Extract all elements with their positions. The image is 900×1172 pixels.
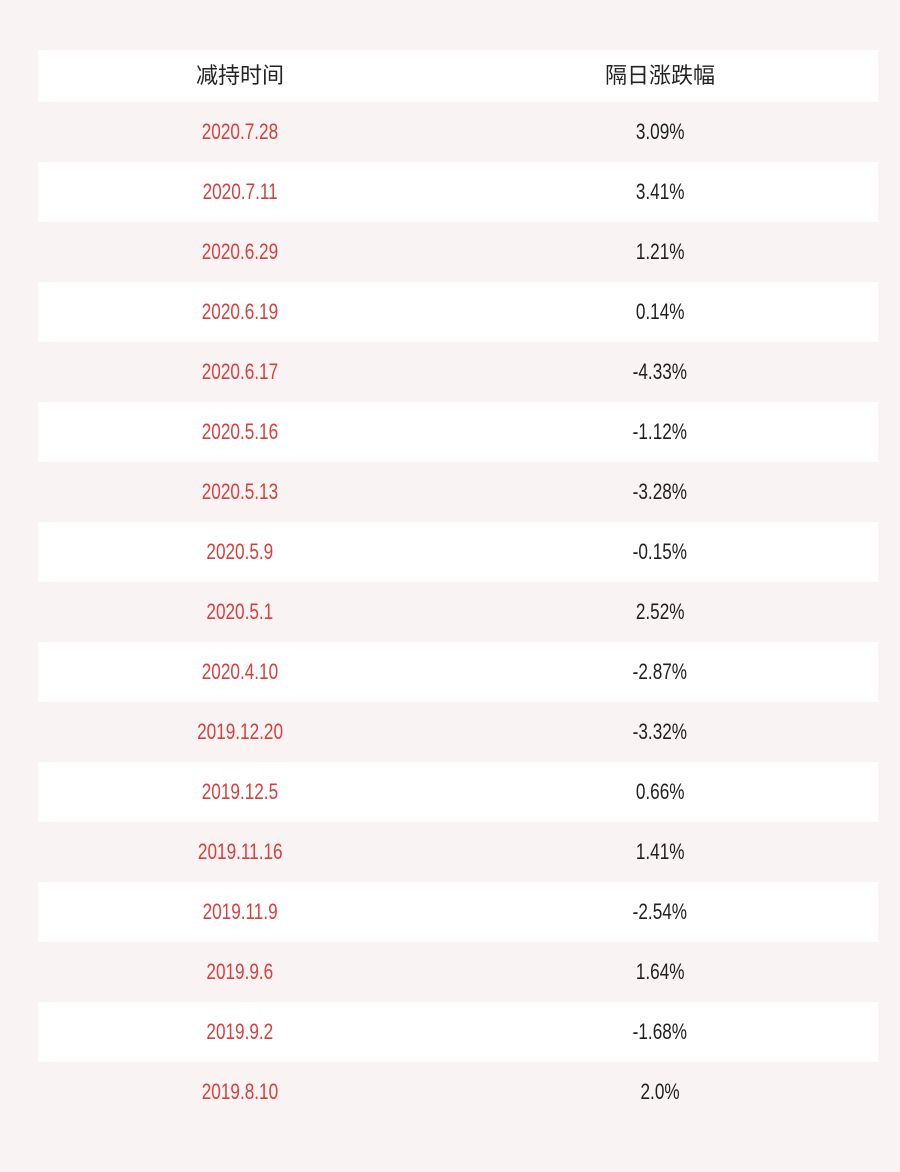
- table-row: 2019.12.5 0.66%: [38, 762, 878, 822]
- next-day-change-value: 1.64%: [635, 959, 685, 984]
- reduction-date-cell: 2020.5.1: [30, 582, 450, 642]
- reduction-date-cell: 2020.7.11: [30, 162, 450, 222]
- reduction-date-cell: 2019.9.2: [30, 1002, 450, 1062]
- table-row: 2020.6.17 -4.33%: [38, 342, 878, 402]
- next-day-change-cell: -1.68%: [450, 1002, 870, 1062]
- next-day-change-value: 2.52%: [635, 599, 685, 624]
- reduction-date-value: 2019.12.5: [201, 779, 279, 804]
- reduction-date-value: 2020.7.28: [201, 119, 279, 144]
- table-row: 2019.11.9 -2.54%: [38, 882, 878, 942]
- next-day-change-cell: -4.33%: [450, 342, 870, 402]
- next-day-change-cell: 0.66%: [450, 762, 870, 822]
- next-day-change-cell: -0.15%: [450, 522, 870, 582]
- table-row: 2020.5.16 -1.12%: [38, 402, 878, 462]
- reduction-date-value: 2019.9.6: [206, 959, 274, 984]
- table-row: 2020.5.1 2.52%: [38, 582, 878, 642]
- next-day-change-cell: 2.52%: [450, 582, 870, 642]
- reduction-date-value: 2020.4.10: [201, 659, 279, 684]
- reduction-date-value: 2019.9.2: [206, 1019, 274, 1044]
- next-day-change-cell: 2.0%: [450, 1062, 870, 1122]
- reduction-date-cell: 2019.9.6: [30, 942, 450, 1002]
- table-row: 2020.7.28 3.09%: [38, 102, 878, 162]
- reduction-date-cell: 2020.6.19: [30, 282, 450, 342]
- next-day-change-cell: -3.32%: [450, 702, 870, 762]
- table-row: 2020.5.13 -3.28%: [38, 462, 878, 522]
- next-day-change-value: -2.54%: [632, 899, 688, 924]
- reduction-date-value: 2019.11.9: [202, 899, 278, 924]
- reduction-date-value: 2020.5.1: [206, 599, 274, 624]
- next-day-change-value: 2.0%: [640, 1079, 680, 1104]
- table-row: 2019.9.2 -1.68%: [38, 1002, 878, 1062]
- table-header-row: 减持时间 隔日涨跌幅: [38, 50, 878, 102]
- table-row: 2019.12.20 -3.32%: [38, 702, 878, 762]
- next-day-change-value: 0.66%: [635, 779, 685, 804]
- reduction-date-value: 2020.7.11: [202, 179, 278, 204]
- next-day-change-value: -1.12%: [632, 419, 688, 444]
- header-cell-next-day-change: 隔日涨跌幅: [604, 63, 715, 88]
- reduction-date-cell: 2020.6.17: [30, 342, 450, 402]
- reduction-date-value: 2019.11.16: [197, 839, 283, 864]
- table-body: 2020.7.28 3.09% 2020.7.11 3.41% 2020.6.2…: [38, 102, 878, 1122]
- table-row: 2020.4.10 -2.87%: [38, 642, 878, 702]
- reduction-date-value: 2020.6.17: [201, 359, 279, 384]
- next-day-change-cell: 1.64%: [450, 942, 870, 1002]
- header-cell-reduction-time: 减持时间: [195, 63, 284, 88]
- table-row: 2020.6.19 0.14%: [38, 282, 878, 342]
- reduction-date-cell: 2020.5.13: [30, 462, 450, 522]
- next-day-change-cell: -2.54%: [450, 882, 870, 942]
- next-day-change-value: -4.33%: [632, 359, 688, 384]
- reduction-date-value: 2020.6.29: [201, 239, 279, 264]
- next-day-change-value: -0.15%: [632, 539, 688, 564]
- next-day-change-cell: -1.12%: [450, 402, 870, 462]
- reduction-date-cell: 2019.11.9: [30, 882, 450, 942]
- next-day-change-value: 3.09%: [635, 119, 685, 144]
- next-day-change-value: 0.14%: [635, 299, 685, 324]
- reduction-date-cell: 2020.5.9: [30, 522, 450, 582]
- reduction-date-cell: 2019.8.10: [30, 1062, 450, 1122]
- reduction-date-cell: 2020.4.10: [30, 642, 450, 702]
- table-row: 2020.5.9 -0.15%: [38, 522, 878, 582]
- next-day-change-value: -2.87%: [632, 659, 688, 684]
- reduction-date-cell: 2019.12.5: [30, 762, 450, 822]
- next-day-change-cell: 1.41%: [450, 822, 870, 882]
- next-day-change-value: -3.28%: [632, 479, 688, 504]
- next-day-change-value: 3.41%: [635, 179, 685, 204]
- next-day-change-value: 1.41%: [635, 839, 685, 864]
- next-day-change-value: -3.32%: [632, 719, 688, 744]
- next-day-change-value: -1.68%: [632, 1019, 688, 1044]
- next-day-change-cell: -2.87%: [450, 642, 870, 702]
- next-day-change-cell: 3.09%: [450, 102, 870, 162]
- table-row: 2020.6.29 1.21%: [38, 222, 878, 282]
- next-day-change-cell: -3.28%: [450, 462, 870, 522]
- reduction-history-table: 减持时间 隔日涨跌幅 2020.7.28 3.09% 2020.7.11 3.4…: [38, 50, 878, 1122]
- reduction-date-value: 2020.5.16: [201, 419, 279, 444]
- reduction-date-value: 2020.5.9: [206, 539, 274, 564]
- table-row: 2019.9.6 1.64%: [38, 942, 878, 1002]
- reduction-date-cell: 2020.6.29: [30, 222, 450, 282]
- reduction-date-value: 2019.8.10: [201, 1079, 279, 1104]
- table-row: 2019.11.16 1.41%: [38, 822, 878, 882]
- next-day-change-cell: 1.21%: [450, 222, 870, 282]
- reduction-date-cell: 2020.5.16: [30, 402, 450, 462]
- reduction-date-value: 2020.5.13: [201, 479, 279, 504]
- reduction-date-cell: 2020.7.28: [30, 102, 450, 162]
- reduction-date-cell: 2019.11.16: [30, 822, 450, 882]
- next-day-change-value: 1.21%: [635, 239, 685, 264]
- table-row: 2019.8.10 2.0%: [38, 1062, 878, 1122]
- table-row: 2020.7.11 3.41%: [38, 162, 878, 222]
- next-day-change-cell: 0.14%: [450, 282, 870, 342]
- reduction-date-value: 2019.12.20: [197, 719, 283, 744]
- reduction-date-value: 2020.6.19: [201, 299, 279, 324]
- reduction-date-cell: 2019.12.20: [30, 702, 450, 762]
- next-day-change-cell: 3.41%: [450, 162, 870, 222]
